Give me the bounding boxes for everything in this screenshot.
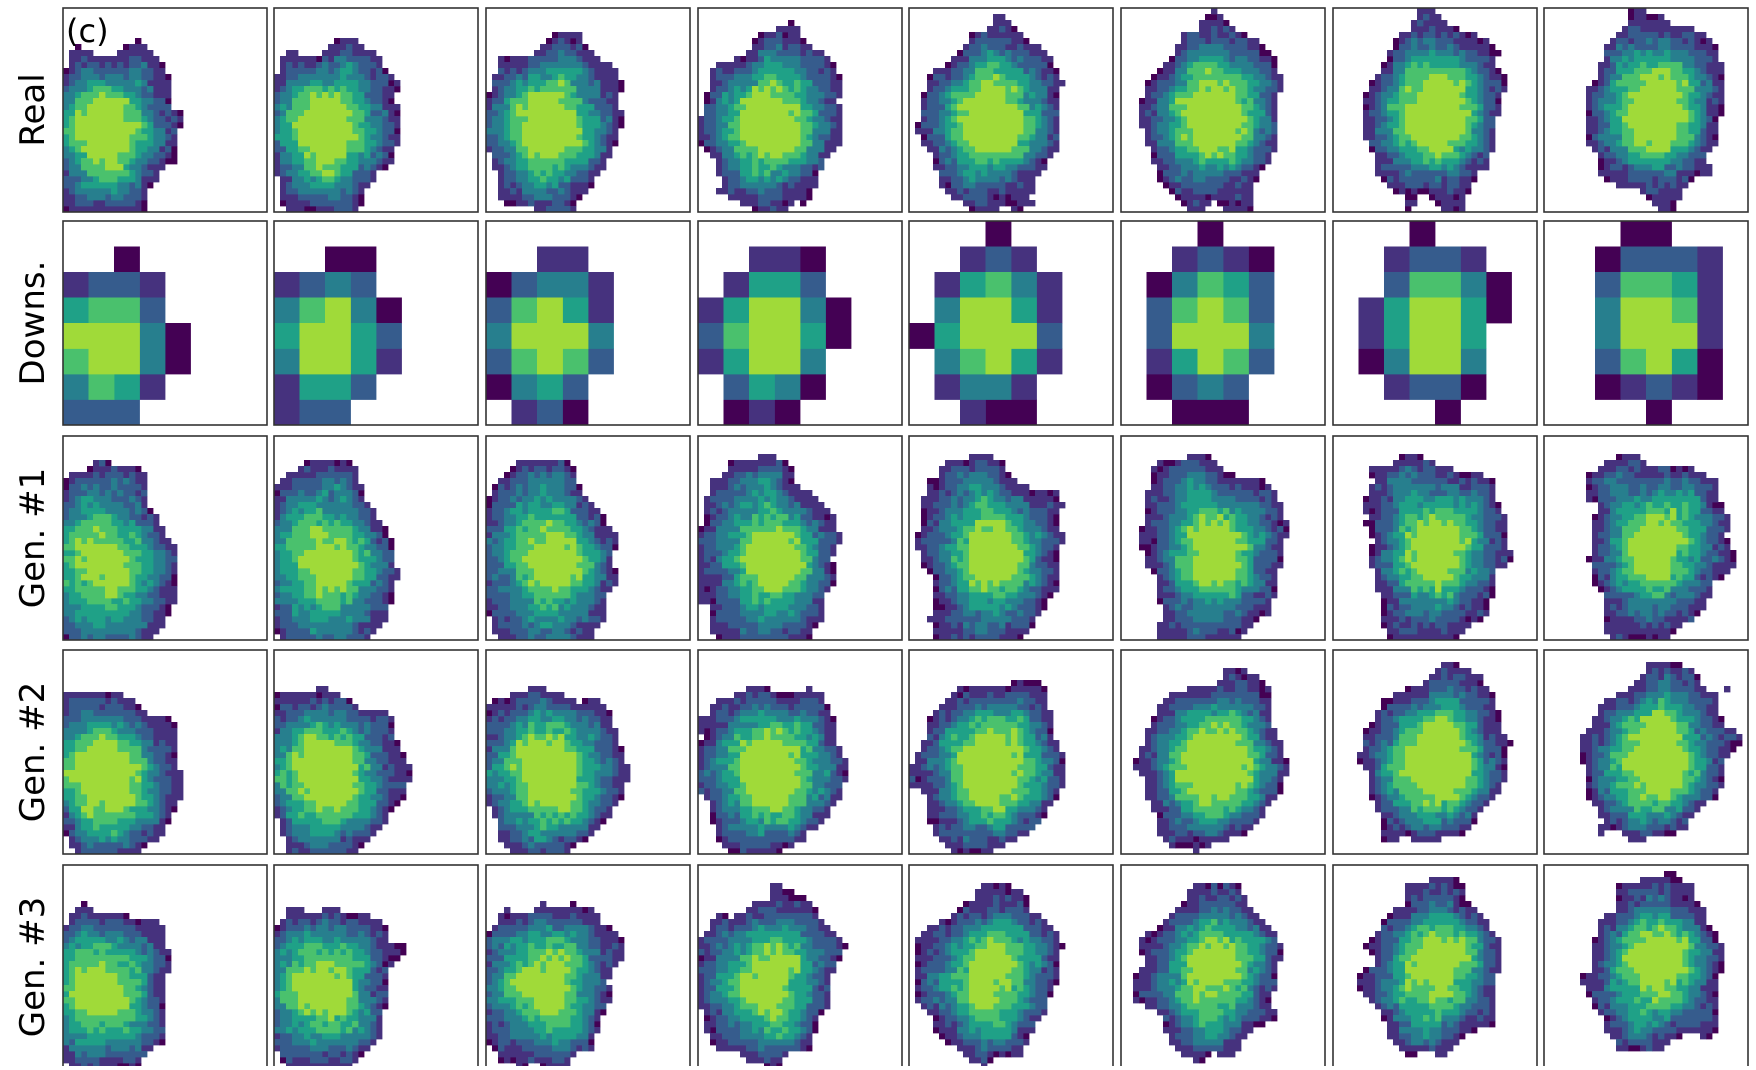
image-panel	[1121, 650, 1325, 854]
image-panel	[486, 221, 690, 425]
image-panel	[1121, 436, 1325, 640]
row-label: Downs.	[13, 261, 53, 386]
figure: Real Downs. Gen. #1 Gen. #2 Gen. #3 (c)	[0, 0, 1756, 1066]
image-panel	[274, 650, 478, 854]
image-panel	[1544, 865, 1748, 1066]
image-panel	[1544, 650, 1748, 854]
image-panel	[698, 8, 902, 212]
image-panel	[1121, 8, 1325, 212]
image-panel	[909, 865, 1113, 1066]
image-panel	[1121, 865, 1325, 1066]
image-panel	[274, 865, 478, 1066]
image-panel	[909, 8, 1113, 212]
image-panel	[1333, 865, 1537, 1066]
image-panel	[909, 650, 1113, 854]
image-panel	[63, 650, 267, 854]
image-panel	[274, 8, 478, 212]
image-panel	[698, 436, 902, 640]
image-panel	[1333, 436, 1537, 640]
panel-label: (c)	[66, 12, 109, 50]
row-label: Real	[13, 73, 53, 146]
image-panel	[1544, 436, 1748, 640]
image-panel	[274, 436, 478, 640]
image-panel	[698, 865, 902, 1066]
precipitation-field	[724, 323, 750, 349]
precipitation-field	[1410, 272, 1461, 298]
image-panel	[63, 436, 267, 640]
precipitation-field	[749, 298, 800, 375]
image-panel	[698, 650, 902, 854]
page: RealDowns.Gen. #1Gen. #2Gen. #3(c) (() =…	[0, 0, 1756, 1066]
image-panel	[1333, 650, 1537, 854]
row-label: Gen. #3	[13, 897, 53, 1038]
image-panel	[486, 8, 690, 212]
image-panel	[486, 436, 690, 640]
image-panel	[698, 221, 902, 425]
precipitation-field	[300, 298, 326, 324]
image-panel	[486, 865, 690, 1066]
image-panel	[63, 221, 267, 425]
precipitation-field	[1410, 298, 1461, 375]
image-panel	[486, 650, 690, 854]
image-panel	[909, 221, 1113, 425]
image-panel	[1544, 8, 1748, 212]
row-label: Gen. #1	[13, 468, 53, 609]
row-label: Gen. #2	[13, 682, 53, 823]
image-panel	[63, 865, 267, 1066]
image-panel	[1333, 8, 1537, 212]
precipitation-field	[1595, 298, 1621, 349]
image-panel	[1544, 221, 1748, 425]
image-panel	[909, 436, 1113, 640]
image-panel	[1333, 221, 1537, 425]
image-panel	[274, 221, 478, 425]
image-panel	[1121, 221, 1325, 425]
